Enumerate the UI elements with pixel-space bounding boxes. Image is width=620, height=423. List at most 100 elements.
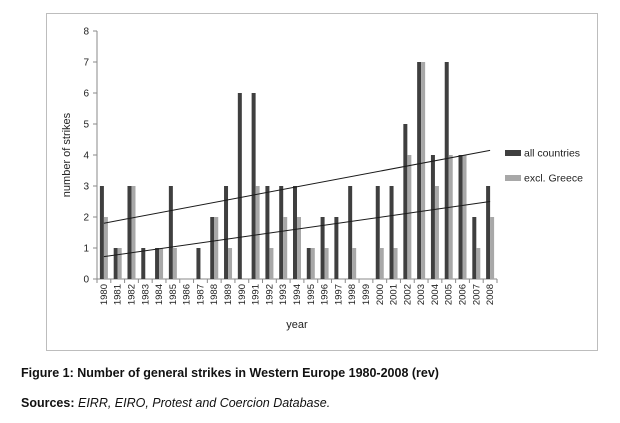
y-tick-label: 1 bbox=[83, 244, 89, 255]
trendline-all-countries bbox=[103, 149, 491, 224]
x-tick-label: 1990 bbox=[237, 284, 248, 305]
x-tick-label: 1984 bbox=[154, 284, 165, 305]
x-tick-label: 2004 bbox=[430, 284, 441, 305]
x-tick-label: 1998 bbox=[347, 284, 358, 305]
trendline-excl-greece bbox=[103, 201, 491, 258]
x-tick-label: 1981 bbox=[113, 284, 124, 305]
x-tick-label: 2006 bbox=[458, 284, 469, 305]
legend-label-all-countries: all countries bbox=[524, 148, 580, 160]
bar-excl-greece bbox=[407, 155, 412, 279]
bar-all-countries bbox=[168, 186, 173, 279]
bar-all-countries bbox=[320, 217, 325, 279]
bar-all-countries bbox=[237, 93, 242, 279]
x-tick-label: 1997 bbox=[333, 284, 344, 305]
bar-excl-greece bbox=[159, 248, 164, 279]
x-tick-label: 1994 bbox=[292, 284, 303, 305]
x-tick-label: 1996 bbox=[320, 284, 331, 305]
x-tick-label: 2008 bbox=[485, 284, 496, 305]
bar-excl-greece bbox=[172, 248, 177, 279]
bar-excl-greece bbox=[297, 217, 301, 279]
bar-all-countries bbox=[210, 217, 215, 279]
x-tick-label: 1995 bbox=[306, 284, 317, 305]
bar-all-countries bbox=[417, 62, 422, 279]
bar-all-countries bbox=[403, 124, 408, 279]
bar-all-countries bbox=[127, 186, 132, 279]
x-tick-label: 1987 bbox=[195, 284, 206, 305]
bar-excl-greece bbox=[283, 217, 288, 279]
x-tick-label: 2001 bbox=[389, 284, 400, 305]
bar-excl-greece bbox=[379, 248, 384, 279]
bar-excl-greece bbox=[434, 186, 439, 279]
y-tick-label: 4 bbox=[83, 151, 89, 162]
bar-excl-greece bbox=[462, 155, 467, 279]
x-tick-label: 2000 bbox=[375, 284, 386, 305]
y-tick-label: 5 bbox=[83, 120, 89, 131]
x-tick-label: 1989 bbox=[223, 284, 234, 305]
bar-excl-greece bbox=[490, 217, 495, 279]
x-tick-label: 2005 bbox=[444, 284, 455, 305]
bar-all-countries bbox=[348, 186, 353, 279]
bar-all-countries bbox=[486, 186, 491, 279]
x-tick-label: 2002 bbox=[402, 284, 413, 305]
bar-all-countries bbox=[375, 186, 380, 279]
bar-excl-greece bbox=[269, 248, 274, 279]
y-tick-label: 8 bbox=[83, 27, 89, 38]
bar-all-countries bbox=[141, 248, 146, 279]
x-tick-label: 2003 bbox=[416, 284, 427, 305]
bar-all-countries bbox=[155, 248, 160, 279]
bar-all-countries bbox=[99, 186, 104, 279]
x-tick-label: 1986 bbox=[182, 284, 193, 305]
bar-all-countries bbox=[293, 186, 297, 279]
bar-all-countries bbox=[472, 217, 477, 279]
sources-text: EIRR, EIRO, Protest and Coercion Databas… bbox=[77, 396, 331, 410]
y-tick-label: 6 bbox=[83, 89, 89, 100]
legend-label-excl-greece: excl. Greece bbox=[524, 173, 583, 185]
x-tick-label: 1985 bbox=[168, 284, 179, 305]
bar-all-countries bbox=[458, 155, 463, 279]
sources-line: Sources: EIRR, EIRO, Protest and Coercio… bbox=[21, 396, 330, 410]
bar-all-countries bbox=[389, 186, 394, 279]
bar-excl-greece bbox=[421, 62, 426, 279]
x-tick-label: 1988 bbox=[209, 284, 220, 305]
x-tick-label: 1980 bbox=[99, 284, 110, 305]
x-tick-label: 1992 bbox=[264, 284, 275, 305]
figure-caption: Figure 1: Number of general strikes in W… bbox=[21, 366, 439, 380]
y-axis-title: number of strikes bbox=[61, 112, 73, 197]
bar-excl-greece bbox=[393, 248, 398, 279]
x-tick-label: 1993 bbox=[278, 284, 289, 305]
bar-excl-greece bbox=[310, 248, 315, 279]
y-tick-label: 7 bbox=[83, 58, 89, 69]
x-tick-label: 2007 bbox=[471, 284, 482, 305]
x-tick-label: 1991 bbox=[251, 284, 262, 305]
x-axis-title: year bbox=[286, 319, 308, 331]
bar-all-countries bbox=[444, 62, 449, 279]
bar-all-countries bbox=[196, 248, 201, 279]
bar-excl-greece bbox=[448, 155, 453, 279]
bar-excl-greece bbox=[228, 248, 233, 279]
bar-all-countries bbox=[113, 248, 118, 279]
y-tick-label: 2 bbox=[83, 213, 89, 224]
legend-swatch-all-countries bbox=[505, 150, 521, 156]
bar-excl-greece bbox=[255, 186, 260, 279]
bar-excl-greece bbox=[214, 217, 219, 279]
bar-excl-greece bbox=[131, 186, 136, 279]
y-tick-label: 0 bbox=[83, 275, 89, 286]
bar-excl-greece bbox=[352, 248, 357, 279]
bar-all-countries bbox=[279, 186, 284, 279]
sources-label: Sources: bbox=[21, 396, 75, 410]
y-tick-label: 3 bbox=[83, 182, 89, 193]
x-tick-label: 1983 bbox=[140, 284, 151, 305]
bar-all-countries bbox=[334, 217, 339, 279]
bar-all-countries bbox=[251, 93, 256, 279]
bar-excl-greece bbox=[476, 248, 481, 279]
bar-all-countries bbox=[430, 155, 435, 279]
bar-all-countries bbox=[265, 186, 270, 279]
bar-all-countries bbox=[224, 186, 229, 279]
bar-excl-greece bbox=[103, 217, 108, 279]
x-tick-label: 1999 bbox=[361, 284, 372, 305]
x-tick-label: 1982 bbox=[126, 284, 137, 305]
bar-excl-greece bbox=[117, 248, 122, 279]
legend-swatch-excl-greece bbox=[505, 175, 521, 181]
bar-excl-greece bbox=[324, 248, 329, 279]
